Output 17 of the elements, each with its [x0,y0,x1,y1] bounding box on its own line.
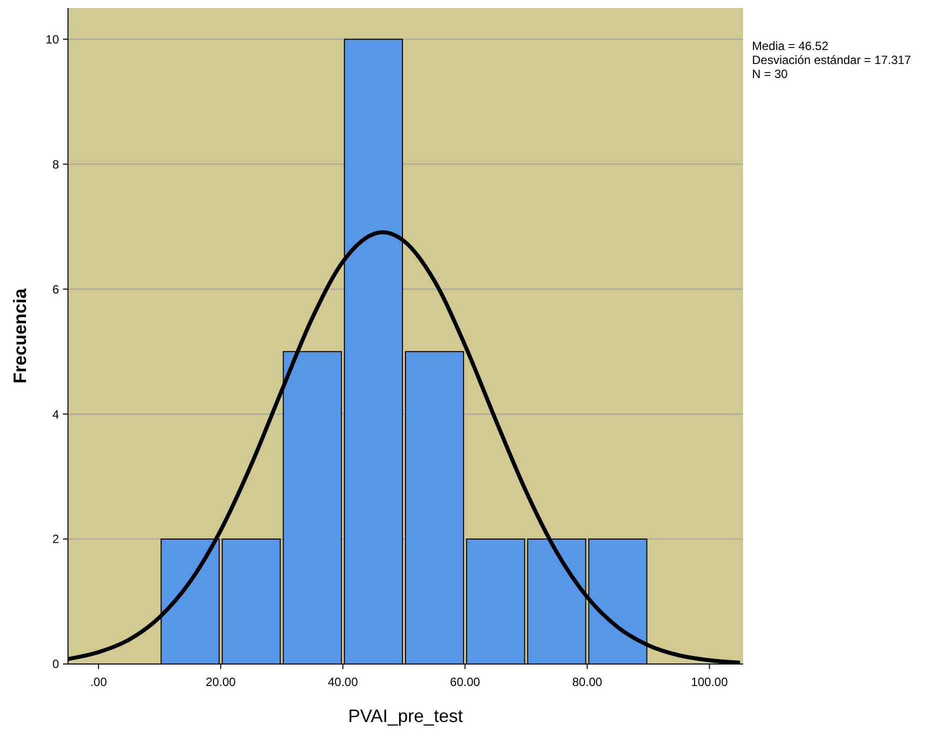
y-tick-label: 2 [52,532,60,546]
text: N = 30 [752,67,788,81]
x-tick-label: .00 [90,675,108,689]
text: Media = 46.52 [752,39,829,53]
x-tick-label: 20.00 [206,675,236,689]
x-tick-label: 80.00 [572,675,603,689]
x-axis-title: PVAI_pre_test [348,706,463,726]
x-tick-label: 60.00 [450,675,480,689]
text: Desviación estándar = 17.317 [752,53,912,67]
y-tick-label: 4 [52,407,60,422]
y-tick-label: 10 [46,32,60,46]
x-tick-label: 100.00 [691,675,728,689]
x-tick-label: 40.00 [328,675,358,689]
y-tick-label: 6 [52,282,60,296]
y-axis-title: Frecuencia [10,287,30,384]
y-tick-label: 8 [52,157,60,172]
y-tick-label: 0 [52,657,60,672]
